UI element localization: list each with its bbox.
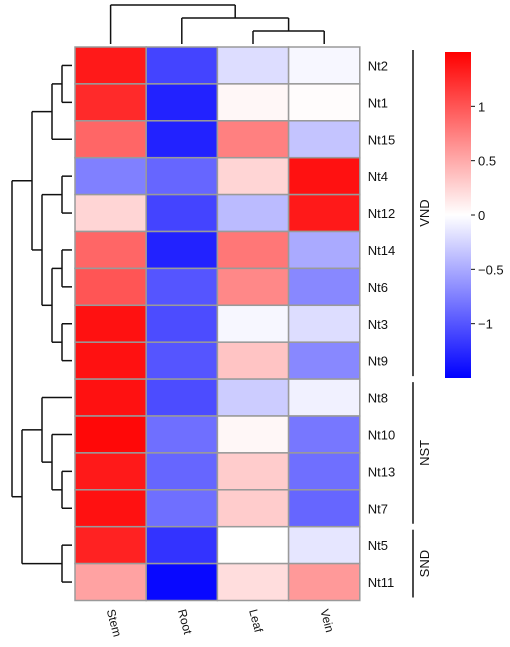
colorbar-tick-label: 0.5 [478, 154, 496, 169]
heatmap-cell [145, 267, 219, 307]
colorbar-tick-label: 1 [478, 99, 485, 114]
heatmap-cell [74, 120, 147, 159]
heatmap-cell [145, 341, 219, 380]
heatmap-cell [287, 46, 361, 85]
row-labels: Nt2 Nt1 Nt15 Nt4 Nt12 Nt14 Nt6 Nt3 Nt9 Nt8 Nt10 Nt1… [368, 58, 395, 590]
heatmap-cell [74, 83, 147, 122]
heatmap-cell [74, 562, 147, 602]
row-label: Nt10 [368, 427, 395, 442]
column-dendrogram [109, 4, 325, 44]
colorbar-tick-label: −0.5 [478, 262, 504, 277]
heatmap-cell [74, 489, 147, 528]
heatmap-cell [74, 341, 147, 380]
heatmap-cell [145, 452, 219, 491]
heatmap-cell [216, 193, 290, 233]
heatmap-cell [145, 415, 219, 454]
heatmap-cell [287, 230, 361, 270]
row-label: Nt9 [368, 354, 388, 369]
heatmap-cell [287, 120, 361, 159]
heatmap-cell [216, 562, 290, 602]
heatmap-cell [216, 120, 290, 159]
column-label: Stem [104, 608, 125, 639]
heatmap-cell [216, 46, 290, 85]
row-label: Nt3 [368, 317, 388, 332]
heatmap-cell [74, 304, 147, 343]
heatmap-cell [287, 378, 361, 417]
heatmap-cell [74, 156, 147, 196]
heatmap-cell [216, 156, 290, 196]
heatmap-cell [287, 341, 361, 380]
heatmap-cell [74, 193, 147, 233]
heatmap-cell [145, 156, 219, 196]
heatmap-cell [287, 156, 361, 196]
heatmap-cell [145, 120, 219, 159]
heatmap-cell [74, 46, 147, 85]
colorbar-tick-label: −1 [478, 317, 493, 332]
row-group-label: SND [417, 550, 432, 577]
heatmap-cell [216, 452, 290, 491]
heatmap-cell [74, 378, 147, 417]
row-group-annotations: VND NST SND [412, 50, 432, 598]
colorbar-tick-label: 0 [478, 208, 485, 223]
row-label: Nt4 [368, 169, 388, 184]
row-label: Nt15 [368, 132, 395, 147]
heatmap-cell [216, 230, 290, 270]
heatmap-cell [287, 415, 361, 454]
heatmap-cell [145, 304, 219, 343]
heatmap-cell [74, 415, 147, 454]
heatmap-cell [74, 525, 147, 565]
column-label: Vein [317, 608, 337, 634]
heatmap-cell [287, 562, 361, 602]
heatmap-cell [145, 46, 219, 85]
row-dendrogram [11, 64, 72, 583]
heatmap-cell [145, 230, 219, 270]
column-label: Leaf [246, 608, 266, 635]
row-label: Nt14 [368, 243, 395, 258]
heatmap-cell [216, 489, 290, 528]
heatmap-cell [287, 489, 361, 528]
heatmap-cell [145, 193, 219, 233]
heatmap-cells [74, 46, 361, 602]
heatmap-cell [216, 341, 290, 380]
heatmap-cell [145, 83, 219, 122]
heatmap-cell [287, 83, 361, 122]
heatmap-cell [216, 525, 290, 565]
heatmap-cell [216, 83, 290, 122]
heatmap-cell [216, 378, 290, 417]
heatmap-cell [145, 525, 219, 565]
row-label: Nt11 [368, 575, 395, 590]
heatmap-cell [216, 415, 290, 454]
heatmap-cell [74, 267, 147, 307]
heatmap-cell [287, 304, 361, 343]
heatmap-cell [216, 304, 290, 343]
row-label: Nt13 [368, 464, 395, 479]
row-label: Nt1 [368, 95, 388, 110]
row-label: Nt12 [368, 206, 395, 221]
heatmap-cell [287, 193, 361, 233]
row-label: Nt5 [368, 538, 388, 553]
colorbar-gradient [445, 52, 471, 378]
heatmap-cell [216, 267, 290, 307]
column-label: Root [175, 608, 195, 637]
row-label: Nt8 [368, 391, 388, 406]
colorbar: 1 0.5 0 −0.5 −1 [445, 52, 504, 378]
heatmap-cell [145, 562, 219, 602]
row-group-label: VND [417, 199, 432, 226]
row-label: Nt6 [368, 280, 388, 295]
row-label: Nt7 [368, 501, 388, 516]
heatmap-cell [145, 378, 219, 417]
heatmap-cell [74, 230, 147, 270]
column-labels: Stem Root Leaf Vein [104, 608, 337, 639]
heatmap-cell [287, 267, 361, 307]
heatmap-cell [74, 452, 147, 491]
row-group-label: NST [417, 440, 432, 466]
heatmap-cell [145, 489, 219, 528]
row-label: Nt2 [368, 58, 388, 73]
heatmap-cell [287, 525, 361, 565]
heatmap-cell [287, 452, 361, 491]
